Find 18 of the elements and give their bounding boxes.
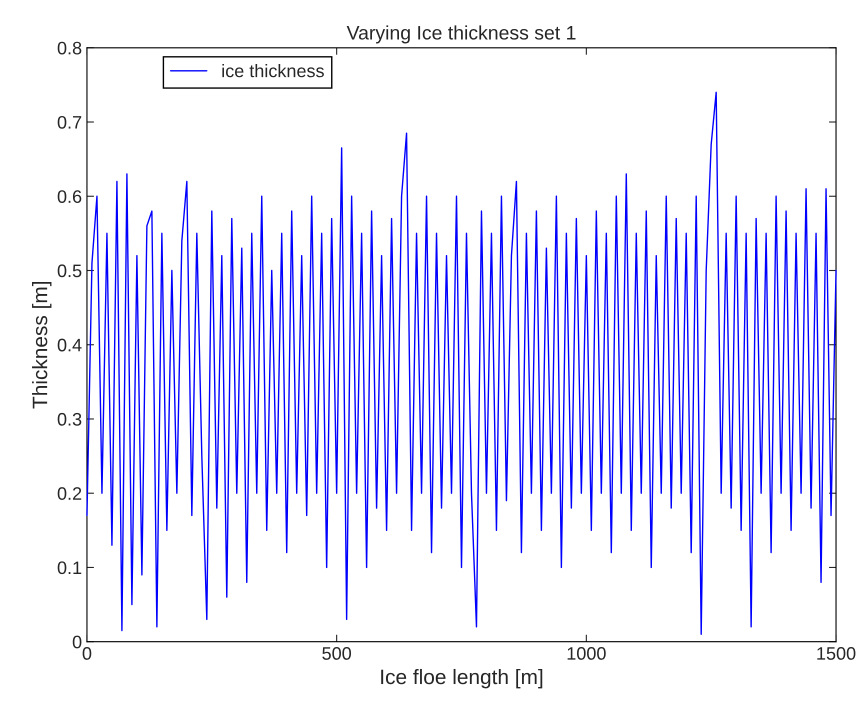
line-series [86, 92, 837, 635]
y-axis-title: Thickness [m] [32, 282, 52, 409]
y-tick-label: 0.6 [58, 190, 82, 203]
y-tick-label: 0.4 [58, 338, 82, 352]
x-tick-label: 1000 [568, 647, 606, 660]
y-tick-label: 0 [72, 636, 82, 648]
x-tick-label: 0 [82, 647, 92, 660]
y-tick-label: 0.3 [58, 412, 82, 426]
y-tick-label: 0.2 [58, 487, 82, 500]
y-tick-label: 0.8 [58, 42, 82, 54]
chart-title: Varying Ice thickness set 1 [346, 25, 576, 44]
y-tick-label: 0.1 [58, 561, 82, 574]
legend-label: ice thickness [222, 64, 324, 78]
x-axis-title: Ice floe length [m] [381, 668, 542, 688]
x-tick-label: 500 [322, 647, 352, 660]
y-tick-label: 0.7 [58, 116, 82, 129]
y-tick-label: 0.5 [58, 264, 82, 278]
x-tick-label: 1500 [817, 647, 856, 660]
